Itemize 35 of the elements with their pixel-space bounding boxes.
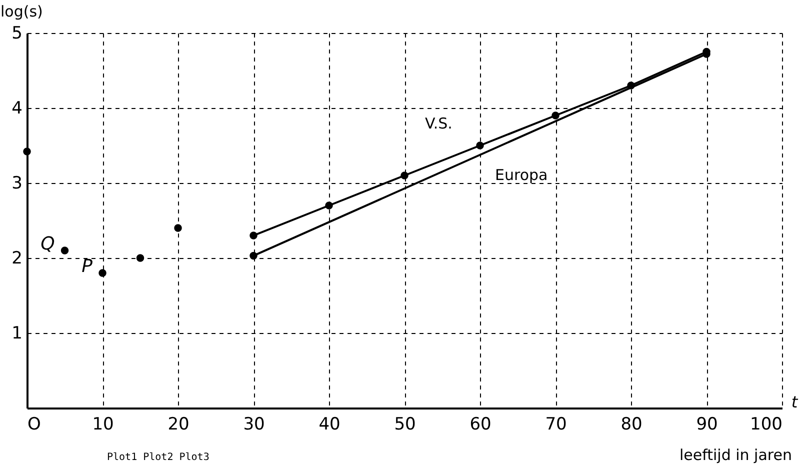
annotation: Q: [40, 234, 55, 254]
y-axis-title: log(s): [0, 2, 43, 20]
point: [174, 224, 182, 232]
x-tick-label: 60: [470, 414, 492, 434]
point: [400, 172, 408, 180]
series-label: Europa: [495, 166, 548, 184]
point: [476, 142, 484, 150]
point: [325, 202, 333, 210]
point: [98, 269, 106, 277]
x-tick-label: 30: [243, 414, 265, 434]
x-axis-title: t: [791, 392, 798, 412]
point: [23, 148, 31, 156]
x-tick-label: 40: [318, 414, 340, 434]
y-tick-label: 5: [12, 24, 22, 44]
text: Plot1 Plot2 Plot3: [107, 452, 210, 463]
x-tick-label: 70: [545, 414, 567, 434]
annotation: P: [82, 256, 93, 277]
point: [552, 112, 560, 120]
x-tick-label: 90: [696, 414, 718, 434]
point: [136, 254, 144, 262]
point: [60, 246, 69, 254]
point: [250, 232, 258, 240]
x-tick-label: 50: [394, 414, 416, 434]
y-tick-label: 1: [12, 324, 22, 344]
y-tick-label: 3: [12, 174, 22, 194]
x-tick-label: 100: [750, 414, 782, 434]
x-tick-label: 10: [92, 414, 114, 434]
y-tick-label: 2: [12, 248, 22, 268]
series-label: V.S.: [425, 114, 452, 132]
x-tick-label: 20: [168, 414, 190, 434]
text: leeftijd in jaren: [679, 446, 792, 464]
x-tick-label: O: [28, 414, 41, 434]
point: [250, 252, 258, 260]
y-tick-label: 4: [12, 98, 22, 118]
x-tick-label: 80: [620, 414, 642, 434]
